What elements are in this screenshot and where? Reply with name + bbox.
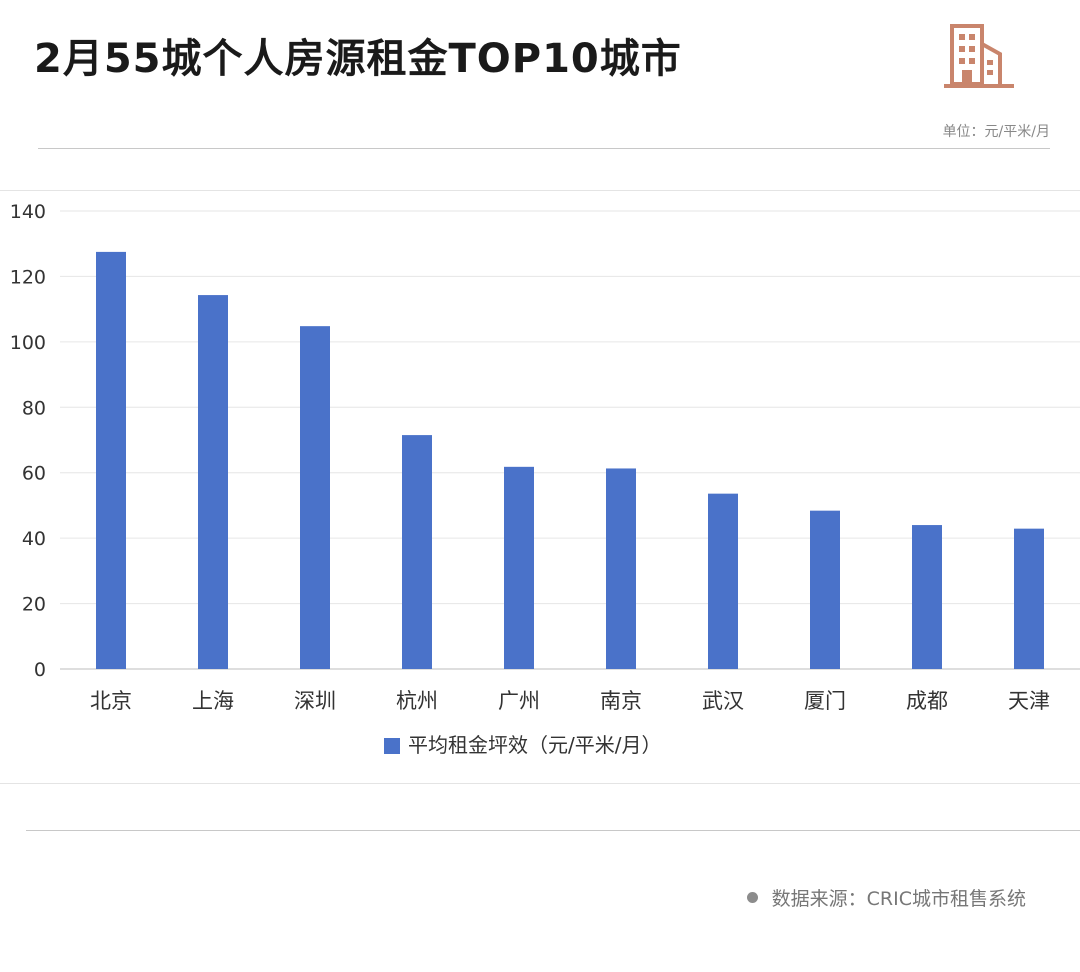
y-tick-label: 100 bbox=[10, 332, 46, 354]
x-tick-label: 广州 bbox=[498, 689, 540, 713]
y-tick-label: 120 bbox=[10, 266, 46, 288]
bar bbox=[198, 295, 228, 669]
bar bbox=[96, 251, 126, 669]
y-tick-label: 40 bbox=[22, 528, 46, 550]
bar bbox=[606, 468, 636, 669]
x-tick-label: 深圳 bbox=[294, 689, 336, 713]
y-tick-label: 80 bbox=[22, 397, 46, 419]
y-tick-label: 20 bbox=[22, 594, 46, 616]
footer-divider bbox=[26, 830, 1080, 831]
bullet-icon bbox=[746, 892, 758, 903]
chart-title: 2月55城个人房源租金TOP10城市 bbox=[34, 36, 682, 82]
y-tick-label: 0 bbox=[34, 659, 46, 681]
header-divider bbox=[38, 148, 1050, 149]
x-tick-label: 杭州 bbox=[396, 689, 438, 713]
bar bbox=[300, 326, 330, 669]
bar bbox=[504, 466, 534, 669]
bar bbox=[810, 510, 840, 669]
building-icon bbox=[944, 24, 1014, 88]
bar bbox=[1014, 528, 1044, 669]
legend-swatch bbox=[384, 738, 400, 754]
bar bbox=[708, 493, 738, 669]
x-tick-label: 北京 bbox=[90, 689, 132, 713]
unit-label: 单位：元/平米/月 bbox=[942, 124, 1050, 140]
data-source-text: 数据来源：CRIC城市租售系统 bbox=[771, 888, 1026, 910]
x-tick-label: 厦门 bbox=[804, 689, 846, 713]
bar bbox=[402, 435, 432, 669]
x-tick-label: 上海 bbox=[192, 689, 234, 713]
data-source: 数据来源：CRIC城市租售系统 bbox=[746, 884, 1026, 911]
legend-label: 平均租金坪效（元/平米/月） bbox=[408, 733, 661, 757]
y-tick-label: 60 bbox=[22, 463, 46, 485]
x-tick-label: 南京 bbox=[600, 689, 642, 713]
x-tick-label: 武汉 bbox=[702, 689, 744, 713]
chart-area: 0 20 40 60 80 100 120 140 北京 上海 深圳 杭州 广州 南京 武汉 厦门 成都 天津平均… bbox=[0, 190, 1080, 784]
bar-chart: 0 20 40 60 80 100 120 140 北京 上海 深圳 杭州 广州 南京 武汉 厦门 成都 天津平均… bbox=[10, 201, 1080, 757]
x-tick-label: 天津 bbox=[1008, 689, 1050, 713]
x-tick-label: 成都 bbox=[906, 689, 948, 713]
bar bbox=[912, 525, 942, 669]
y-tick-label: 140 bbox=[10, 201, 46, 223]
